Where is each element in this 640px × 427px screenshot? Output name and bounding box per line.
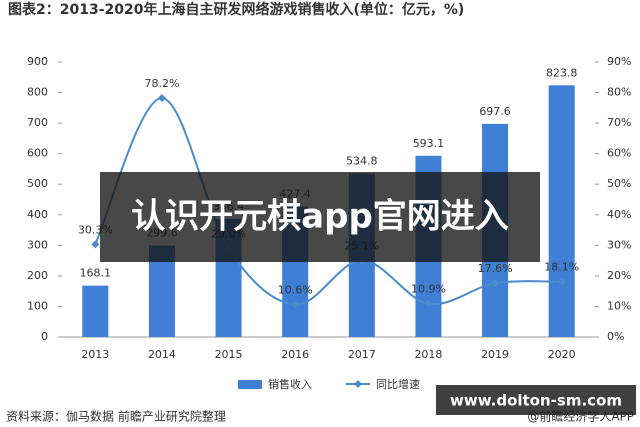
- data-label: 168.1: [80, 267, 112, 280]
- legend-swatch: [354, 380, 362, 388]
- watermark-background: [436, 385, 636, 415]
- data-label: 10.6%: [278, 284, 313, 297]
- y2-tick-label: 30%: [607, 238, 631, 251]
- y2-tick-label: 80%: [607, 86, 631, 99]
- y2-tick-label: 70%: [607, 116, 631, 129]
- y-tick-label: 700: [27, 116, 48, 129]
- y2-tick-label: 50%: [607, 177, 631, 190]
- data-label: 78.2%: [144, 77, 179, 90]
- x-tick-label: 2013: [81, 348, 109, 361]
- y2-tick-label: 0%: [607, 330, 624, 343]
- y-tick-label: 0: [41, 330, 48, 343]
- line-marker: [91, 240, 100, 249]
- y2-tick-label: 20%: [607, 269, 631, 282]
- bar: [82, 285, 109, 337]
- x-tick-label: 2018: [414, 348, 442, 361]
- legend-label: 销售收入: [268, 377, 312, 391]
- data-label: 18.1%: [544, 261, 579, 274]
- y-tick-label: 500: [27, 177, 48, 190]
- legend-swatch: [238, 380, 262, 389]
- bar: [548, 85, 575, 338]
- y-tick-label: 200: [27, 269, 48, 282]
- y2-tick-label: 10%: [607, 299, 631, 312]
- line-marker: [157, 94, 166, 103]
- line-marker: [291, 300, 300, 309]
- banner-background: [100, 172, 540, 262]
- y-tick-label: 900: [27, 55, 48, 68]
- data-label: 823.8: [546, 66, 578, 79]
- x-tick-label: 2017: [348, 348, 376, 361]
- line-marker: [491, 279, 500, 288]
- y2-tick-label: 60%: [607, 147, 631, 160]
- x-tick-label: 2019: [481, 348, 509, 361]
- data-label: 10.9%: [411, 283, 446, 296]
- x-tick-label: 2014: [148, 348, 176, 361]
- y-tick-label: 800: [27, 86, 48, 99]
- y-tick-label: 400: [27, 208, 48, 221]
- y-tick-label: 600: [27, 147, 48, 160]
- watermark-text: www.dolton-sm.com: [450, 392, 622, 410]
- data-label: 697.6: [479, 105, 511, 118]
- y-tick-label: 300: [27, 238, 48, 251]
- x-tick-label: 2015: [215, 348, 243, 361]
- chart-title: 图表2：2013-2020年上海自主研发网络游戏销售收入(单位：亿元，%): [8, 1, 464, 18]
- x-tick-label: 2016: [281, 348, 309, 361]
- legend-label: 同比增速: [376, 377, 420, 391]
- y-tick-label: 100: [27, 299, 48, 312]
- data-label: 534.8: [346, 155, 378, 168]
- y2-tick-label: 40%: [607, 208, 631, 221]
- x-tick-label: 2020: [548, 348, 576, 361]
- data-label: 17.6%: [478, 262, 513, 275]
- line-marker: [424, 299, 433, 308]
- source-note: 资料来源：伽马数据 前瞻产业研究院整理: [6, 409, 226, 424]
- y2-tick-label: 90%: [607, 55, 631, 68]
- line-marker: [557, 277, 566, 286]
- banner-text: 认识开元棋app官网进入: [131, 197, 509, 237]
- data-label: 593.1: [413, 137, 445, 150]
